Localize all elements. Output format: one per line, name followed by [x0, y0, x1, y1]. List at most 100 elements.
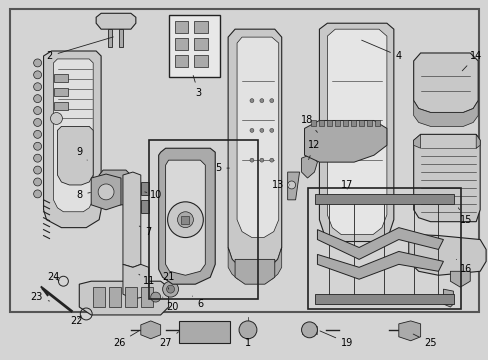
- Circle shape: [34, 154, 41, 162]
- Circle shape: [34, 178, 41, 186]
- Circle shape: [259, 129, 264, 132]
- Bar: [366, 121, 371, 126]
- Text: 27: 27: [159, 332, 178, 348]
- Circle shape: [177, 212, 193, 228]
- Bar: [350, 121, 355, 126]
- Circle shape: [50, 113, 62, 125]
- Bar: [174, 55, 188, 67]
- Polygon shape: [326, 29, 386, 235]
- Polygon shape: [158, 148, 215, 284]
- Polygon shape: [228, 247, 240, 279]
- Bar: [54, 102, 68, 109]
- Circle shape: [98, 184, 114, 200]
- Bar: [358, 121, 364, 126]
- Circle shape: [34, 190, 41, 198]
- Text: 24: 24: [47, 272, 60, 282]
- Circle shape: [34, 59, 41, 67]
- Polygon shape: [301, 154, 317, 178]
- Circle shape: [166, 285, 174, 293]
- Text: 23: 23: [30, 292, 49, 302]
- Polygon shape: [413, 134, 479, 222]
- Bar: [194, 21, 208, 33]
- Polygon shape: [287, 172, 299, 200]
- Bar: [194, 55, 208, 67]
- Circle shape: [249, 129, 253, 132]
- Text: 17: 17: [340, 180, 353, 190]
- Bar: [174, 21, 188, 33]
- Text: 6: 6: [192, 296, 203, 309]
- Text: 12: 12: [307, 140, 320, 159]
- Text: 25: 25: [412, 334, 436, 348]
- Circle shape: [34, 142, 41, 150]
- Circle shape: [34, 71, 41, 79]
- Polygon shape: [449, 271, 469, 287]
- Text: 11: 11: [139, 274, 155, 286]
- Text: 18: 18: [301, 116, 317, 132]
- Polygon shape: [413, 53, 477, 113]
- Bar: [93, 287, 105, 307]
- Circle shape: [301, 322, 317, 338]
- Polygon shape: [141, 321, 161, 339]
- Text: 10: 10: [144, 190, 162, 200]
- Circle shape: [269, 158, 273, 162]
- Bar: [335, 121, 340, 126]
- Bar: [109, 287, 121, 307]
- Bar: [326, 121, 332, 126]
- Polygon shape: [99, 170, 131, 205]
- Polygon shape: [141, 200, 148, 213]
- Polygon shape: [96, 13, 136, 29]
- Bar: [108, 29, 112, 47]
- Bar: [301, 326, 317, 334]
- Circle shape: [34, 95, 41, 103]
- Text: 13: 13: [271, 180, 289, 190]
- Bar: [124, 287, 137, 307]
- Polygon shape: [43, 51, 101, 228]
- Bar: [319, 121, 324, 126]
- Bar: [178, 321, 230, 343]
- Bar: [10, 9, 478, 312]
- Polygon shape: [319, 23, 393, 242]
- Polygon shape: [228, 29, 281, 267]
- Circle shape: [239, 321, 256, 339]
- Bar: [374, 121, 379, 126]
- Text: 4: 4: [361, 40, 401, 61]
- Text: 8: 8: [76, 190, 90, 200]
- Bar: [194, 38, 208, 50]
- Polygon shape: [408, 235, 485, 275]
- Bar: [54, 74, 68, 82]
- Text: 1: 1: [244, 338, 250, 348]
- Circle shape: [163, 281, 178, 297]
- Polygon shape: [165, 160, 205, 275]
- Circle shape: [34, 107, 41, 114]
- Circle shape: [34, 130, 41, 138]
- Polygon shape: [398, 321, 420, 341]
- Polygon shape: [141, 182, 148, 195]
- Text: 14: 14: [461, 51, 481, 71]
- Circle shape: [269, 129, 273, 132]
- Circle shape: [34, 83, 41, 91]
- Text: 2: 2: [46, 37, 113, 61]
- Text: 3: 3: [193, 76, 201, 98]
- Bar: [307, 188, 460, 309]
- Text: 15: 15: [457, 208, 471, 225]
- Polygon shape: [475, 134, 479, 148]
- Polygon shape: [413, 134, 420, 148]
- Bar: [141, 287, 152, 307]
- Polygon shape: [235, 260, 274, 284]
- Polygon shape: [317, 228, 443, 260]
- Polygon shape: [413, 100, 477, 126]
- Polygon shape: [79, 281, 168, 315]
- Polygon shape: [122, 172, 141, 267]
- Text: 9: 9: [76, 147, 87, 160]
- Bar: [54, 88, 68, 96]
- Polygon shape: [304, 121, 386, 162]
- Circle shape: [287, 181, 295, 189]
- Polygon shape: [237, 37, 278, 238]
- Circle shape: [167, 202, 203, 238]
- Polygon shape: [317, 251, 443, 279]
- Text: 20: 20: [163, 297, 179, 312]
- Polygon shape: [122, 264, 148, 299]
- Circle shape: [259, 99, 264, 103]
- Circle shape: [150, 292, 161, 302]
- Circle shape: [249, 158, 253, 162]
